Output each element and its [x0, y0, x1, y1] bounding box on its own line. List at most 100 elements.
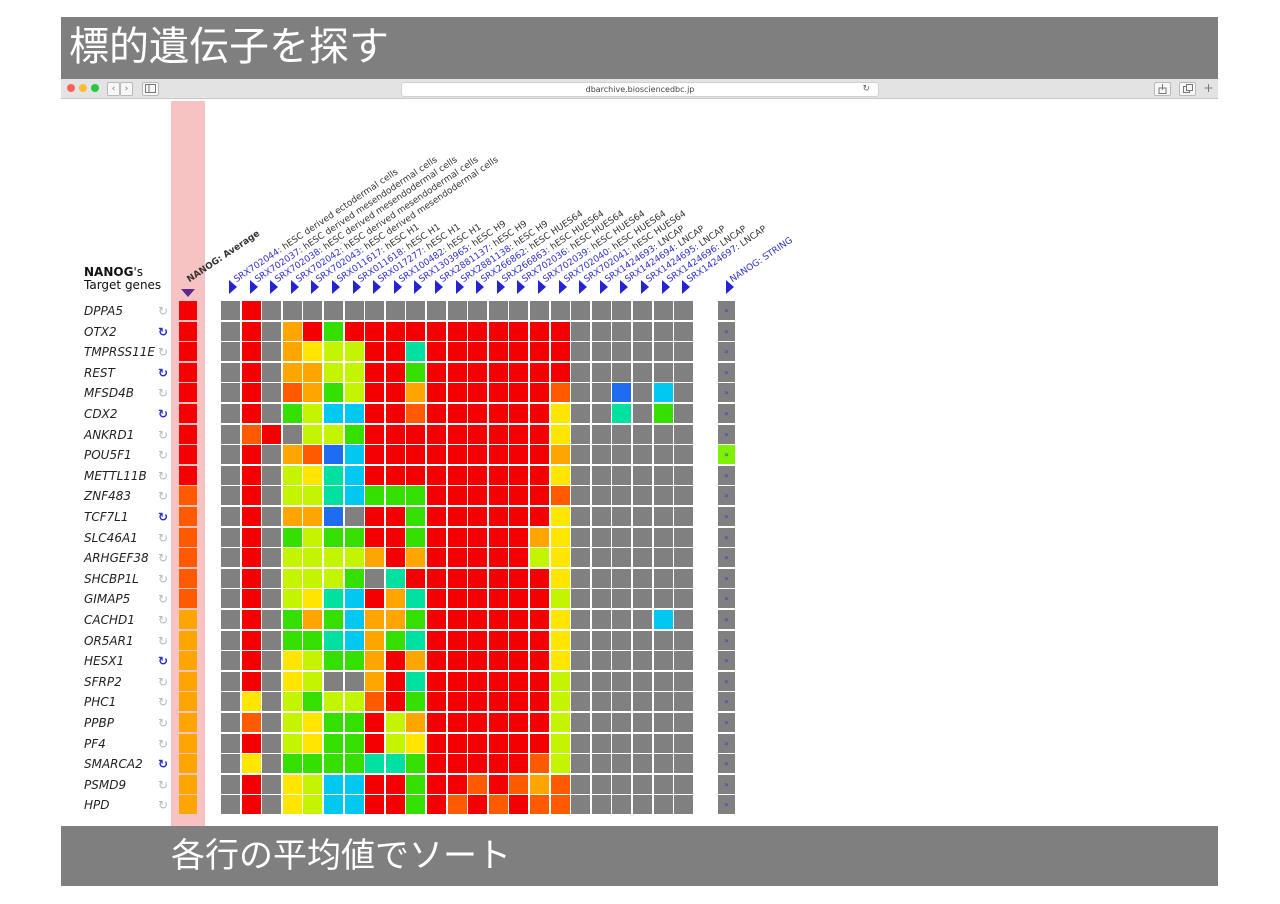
heatmap-cell[interactable] — [365, 486, 385, 506]
heatmap-cell[interactable] — [406, 362, 426, 382]
heatmap-cell[interactable] — [262, 445, 282, 465]
heatmap-cell[interactable] — [571, 342, 591, 362]
heatmap-cell[interactable] — [365, 383, 385, 403]
heatmap-cell[interactable] — [633, 527, 652, 547]
heatmap-cell[interactable] — [591, 383, 611, 403]
heatmap-cell[interactable] — [303, 692, 323, 712]
gene-label[interactable]: REST — [84, 365, 115, 380]
heatmap-cell[interactable] — [591, 486, 611, 506]
heatmap-cell[interactable] — [591, 465, 611, 485]
heatmap-cell[interactable] — [633, 424, 652, 444]
heatmap-cell[interactable] — [303, 301, 323, 320]
gene-label[interactable]: POU5F1 — [84, 448, 132, 463]
heatmap-cell[interactable] — [633, 486, 652, 506]
heatmap-cell[interactable] — [612, 301, 632, 320]
heatmap-cell[interactable] — [530, 301, 549, 320]
heatmap-cell[interactable] — [509, 342, 529, 362]
heatmap-cell[interactable] — [427, 774, 446, 794]
refresh-icon[interactable]: ↻ — [158, 633, 169, 648]
refresh-icon[interactable]: ↻ — [158, 551, 169, 566]
heatmap-cell[interactable] — [633, 795, 652, 815]
heatmap-cell[interactable] — [406, 342, 426, 362]
heatmap-cell[interactable] — [221, 527, 240, 547]
average-cell[interactable] — [179, 301, 197, 320]
heatmap-cell[interactable] — [530, 424, 549, 444]
heatmap-cell[interactable] — [365, 342, 385, 362]
string-link-cell[interactable]: » — [718, 651, 735, 671]
heatmap-cell[interactable] — [488, 713, 508, 732]
heatmap-cell[interactable] — [530, 692, 549, 712]
heatmap-cell[interactable] — [674, 527, 694, 547]
heatmap-cell[interactable] — [612, 589, 632, 609]
average-cell[interactable] — [179, 507, 197, 526]
heatmap-cell[interactable] — [447, 610, 467, 629]
new-tab-icon[interactable]: + — [1203, 81, 1214, 95]
string-link-cell[interactable]: » — [718, 527, 735, 547]
average-cell[interactable] — [179, 321, 197, 341]
heatmap-cell[interactable] — [221, 651, 240, 671]
heatmap-cell[interactable] — [344, 486, 364, 506]
heatmap-cell[interactable] — [571, 610, 591, 629]
average-cell[interactable] — [179, 424, 197, 444]
heatmap-cell[interactable] — [530, 610, 549, 629]
heatmap-cell[interactable] — [406, 610, 426, 629]
heatmap-cell[interactable] — [241, 568, 261, 588]
average-cell[interactable] — [179, 630, 197, 650]
refresh-icon[interactable]: ↻ — [158, 427, 169, 442]
heatmap-cell[interactable] — [447, 795, 467, 815]
heatmap-cell[interactable] — [221, 383, 240, 403]
heatmap-cell[interactable] — [344, 733, 364, 753]
heatmap-cell[interactable] — [365, 424, 385, 444]
heatmap-cell[interactable] — [427, 301, 446, 320]
heatmap-cell[interactable] — [241, 548, 261, 568]
heatmap-cell[interactable] — [324, 548, 343, 568]
heatmap-cell[interactable] — [241, 589, 261, 609]
heatmap-cell[interactable] — [262, 321, 282, 341]
heatmap-cell[interactable] — [488, 362, 508, 382]
heatmap-cell[interactable] — [612, 651, 632, 671]
heatmap-cell[interactable] — [324, 774, 343, 794]
tabs-overview-icon[interactable] — [1179, 82, 1196, 96]
share-icon[interactable] — [1154, 82, 1171, 96]
heatmap-cell[interactable] — [530, 733, 549, 753]
heatmap-cell[interactable] — [324, 527, 343, 547]
heatmap-cell[interactable] — [262, 548, 282, 568]
string-link-cell[interactable]: » — [718, 362, 735, 382]
heatmap-cell[interactable] — [241, 424, 261, 444]
heatmap-cell[interactable] — [633, 692, 652, 712]
heatmap-cell[interactable] — [221, 404, 240, 423]
heatmap-cell[interactable] — [653, 445, 673, 465]
gene-label[interactable]: METTL11B — [84, 468, 147, 483]
heatmap-cell[interactable] — [447, 630, 467, 650]
heatmap-cell[interactable] — [241, 527, 261, 547]
heatmap-cell[interactable] — [612, 610, 632, 629]
string-link-cell[interactable]: » — [718, 610, 735, 629]
heatmap-cell[interactable] — [653, 404, 673, 423]
heatmap-cell[interactable] — [427, 486, 446, 506]
average-cell[interactable] — [179, 404, 197, 423]
heatmap-cell[interactable] — [468, 713, 488, 732]
string-link-cell[interactable]: » — [718, 733, 735, 753]
heatmap-cell[interactable] — [509, 465, 529, 485]
heatmap-cell[interactable] — [406, 465, 426, 485]
close-window-icon[interactable] — [67, 84, 75, 92]
heatmap-cell[interactable] — [262, 362, 282, 382]
heatmap-cell[interactable] — [385, 568, 405, 588]
heatmap-cell[interactable] — [653, 383, 673, 403]
heatmap-cell[interactable] — [365, 568, 385, 588]
refresh-icon[interactable]: ↻ — [158, 571, 169, 586]
string-link-cell[interactable]: » — [718, 548, 735, 568]
heatmap-cell[interactable] — [468, 527, 488, 547]
heatmap-cell[interactable] — [303, 404, 323, 423]
gene-label[interactable]: PHC1 — [84, 695, 117, 710]
back-button[interactable]: ‹ — [107, 82, 120, 96]
heatmap-cell[interactable] — [427, 383, 446, 403]
average-cell[interactable] — [179, 713, 197, 732]
heatmap-cell[interactable] — [282, 610, 302, 629]
heatmap-cell[interactable] — [344, 424, 364, 444]
heatmap-cell[interactable] — [365, 548, 385, 568]
heatmap-cell[interactable] — [530, 404, 549, 423]
heatmap-cell[interactable] — [612, 671, 632, 691]
heatmap-cell[interactable] — [262, 713, 282, 732]
heatmap-cell[interactable] — [530, 486, 549, 506]
